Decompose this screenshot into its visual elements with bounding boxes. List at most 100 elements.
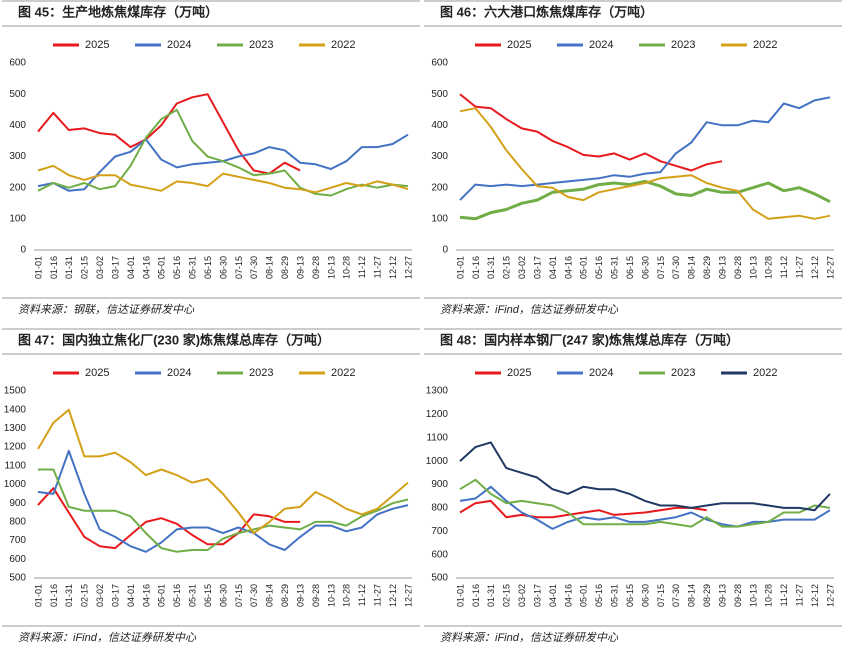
y-tick-label: 900 bbox=[431, 479, 448, 490]
x-tick-label: 03-17 bbox=[110, 256, 120, 279]
x-tick-label: 05-16 bbox=[172, 584, 182, 607]
x-tick-label: 04-01 bbox=[126, 584, 136, 607]
x-tick-label: 08-29 bbox=[702, 584, 712, 607]
series-line bbox=[459, 478, 831, 528]
x-tick-label: 10-13 bbox=[748, 584, 758, 607]
x-tick-label: 07-15 bbox=[656, 584, 666, 607]
legend-label: 2023 bbox=[249, 39, 273, 51]
x-tick-label: 10-28 bbox=[342, 584, 352, 607]
x-tick-label: 01-01 bbox=[455, 256, 465, 279]
x-tick-label: 08-14 bbox=[265, 256, 275, 279]
x-tick-label: 01-01 bbox=[33, 584, 43, 607]
x-tick-label: 03-17 bbox=[532, 256, 542, 279]
legend-label: 2025 bbox=[85, 39, 109, 51]
x-tick-label: 05-01 bbox=[157, 584, 167, 607]
series-line bbox=[459, 499, 707, 519]
x-tick-label: 05-16 bbox=[594, 256, 604, 279]
x-tick-label: 11-12 bbox=[357, 256, 367, 278]
y-tick-label: 0 bbox=[20, 245, 26, 256]
legend-label: 2022 bbox=[753, 367, 777, 379]
x-tick-label: 06-15 bbox=[625, 256, 635, 279]
x-tick-label: 03-02 bbox=[517, 584, 527, 607]
x-tick-label: 02-15 bbox=[502, 256, 512, 279]
y-tick-label: 200 bbox=[431, 182, 448, 193]
legend-label: 2024 bbox=[589, 367, 613, 379]
y-tick-label: 300 bbox=[431, 151, 448, 162]
x-tick-label: 01-16 bbox=[49, 256, 59, 279]
legend-label: 2025 bbox=[85, 367, 109, 379]
x-tick-label: 08-14 bbox=[687, 256, 697, 279]
series-line bbox=[459, 107, 831, 220]
x-tick-label: 05-01 bbox=[579, 584, 589, 607]
x-tick-label: 05-16 bbox=[594, 584, 604, 607]
x-tick-label: 03-17 bbox=[110, 584, 120, 607]
x-tick-label: 01-16 bbox=[471, 584, 481, 607]
x-tick-label: 02-15 bbox=[80, 256, 90, 279]
y-tick-label: 600 bbox=[431, 58, 448, 69]
y-tick-label: 100 bbox=[431, 213, 448, 224]
legend-label: 2022 bbox=[331, 367, 355, 379]
series-line bbox=[37, 408, 409, 535]
legend-label: 2023 bbox=[249, 367, 273, 379]
x-tick-label: 08-14 bbox=[687, 584, 697, 607]
x-tick-label: 06-30 bbox=[218, 256, 228, 279]
y-tick-label: 0 bbox=[442, 245, 448, 256]
x-tick-label: 07-30 bbox=[671, 584, 681, 607]
y-tick-label: 1000 bbox=[426, 456, 449, 467]
x-tick-label: 01-31 bbox=[486, 256, 496, 279]
y-tick-label: 900 bbox=[9, 498, 26, 509]
y-tick-label: 800 bbox=[431, 503, 448, 514]
x-tick-label: 10-13 bbox=[748, 256, 758, 279]
x-tick-label: 07-15 bbox=[234, 584, 244, 607]
x-tick-label: 12-27 bbox=[403, 256, 413, 279]
legend-label: 2023 bbox=[671, 39, 695, 51]
x-tick-label: 04-16 bbox=[141, 256, 151, 279]
x-tick-label: 04-01 bbox=[126, 256, 136, 279]
x-tick-label: 08-29 bbox=[280, 584, 290, 607]
x-tick-label: 05-31 bbox=[610, 584, 620, 607]
x-tick-label: 08-29 bbox=[280, 256, 290, 279]
y-tick-label: 300 bbox=[9, 151, 26, 162]
x-tick-label: 06-30 bbox=[640, 256, 650, 279]
x-tick-label: 11-27 bbox=[373, 584, 383, 606]
x-tick-label: 04-01 bbox=[548, 584, 558, 607]
x-tick-label: 06-15 bbox=[203, 584, 213, 607]
x-tick-label: 12-12 bbox=[810, 256, 820, 279]
series-line bbox=[459, 179, 831, 221]
legend-label: 2022 bbox=[331, 39, 355, 51]
y-tick-label: 600 bbox=[9, 554, 26, 565]
chart-title: 图 47：国内独立焦化厂(230 家)炼焦煤总库存（万吨） bbox=[18, 332, 330, 347]
y-tick-label: 1100 bbox=[4, 460, 26, 471]
x-tick-label: 12-27 bbox=[825, 256, 835, 279]
y-tick-label: 400 bbox=[431, 120, 448, 131]
x-tick-label: 07-15 bbox=[234, 256, 244, 279]
y-tick-label: 400 bbox=[9, 120, 26, 131]
y-tick-label: 200 bbox=[9, 182, 26, 193]
source: 资料来源：iFind，信达证券研发中心 bbox=[18, 631, 197, 644]
chart-title: 图 48：国内样本钢厂(247 家)炼焦煤总库存（万吨） bbox=[440, 332, 739, 347]
x-tick-label: 10-28 bbox=[764, 256, 774, 279]
x-tick-label: 11-27 bbox=[795, 256, 805, 278]
x-tick-label: 09-13 bbox=[295, 584, 305, 607]
x-tick-label: 04-16 bbox=[563, 584, 573, 607]
y-tick-label: 1100 bbox=[426, 432, 448, 443]
series-line bbox=[37, 487, 301, 550]
x-tick-label: 01-31 bbox=[486, 584, 496, 607]
series-line bbox=[37, 164, 409, 194]
y-tick-label: 1300 bbox=[4, 423, 27, 434]
y-tick-label: 1300 bbox=[426, 386, 449, 397]
x-tick-label: 05-31 bbox=[188, 256, 198, 279]
y-tick-label: 500 bbox=[9, 89, 26, 100]
x-tick-label: 01-31 bbox=[64, 256, 74, 279]
x-tick-label: 01-16 bbox=[471, 256, 481, 279]
legend-label: 2024 bbox=[167, 367, 191, 379]
source: 资料来源：钢联，信达证券研发中心 bbox=[18, 303, 195, 316]
y-tick-label: 800 bbox=[9, 517, 26, 528]
x-tick-label: 03-02 bbox=[95, 256, 105, 279]
series-line bbox=[459, 441, 831, 512]
x-tick-label: 09-13 bbox=[295, 256, 305, 279]
x-tick-label: 03-17 bbox=[532, 584, 542, 607]
x-tick-label: 12-27 bbox=[825, 584, 835, 607]
x-tick-label: 01-01 bbox=[33, 256, 43, 279]
y-tick-label: 600 bbox=[9, 58, 26, 69]
